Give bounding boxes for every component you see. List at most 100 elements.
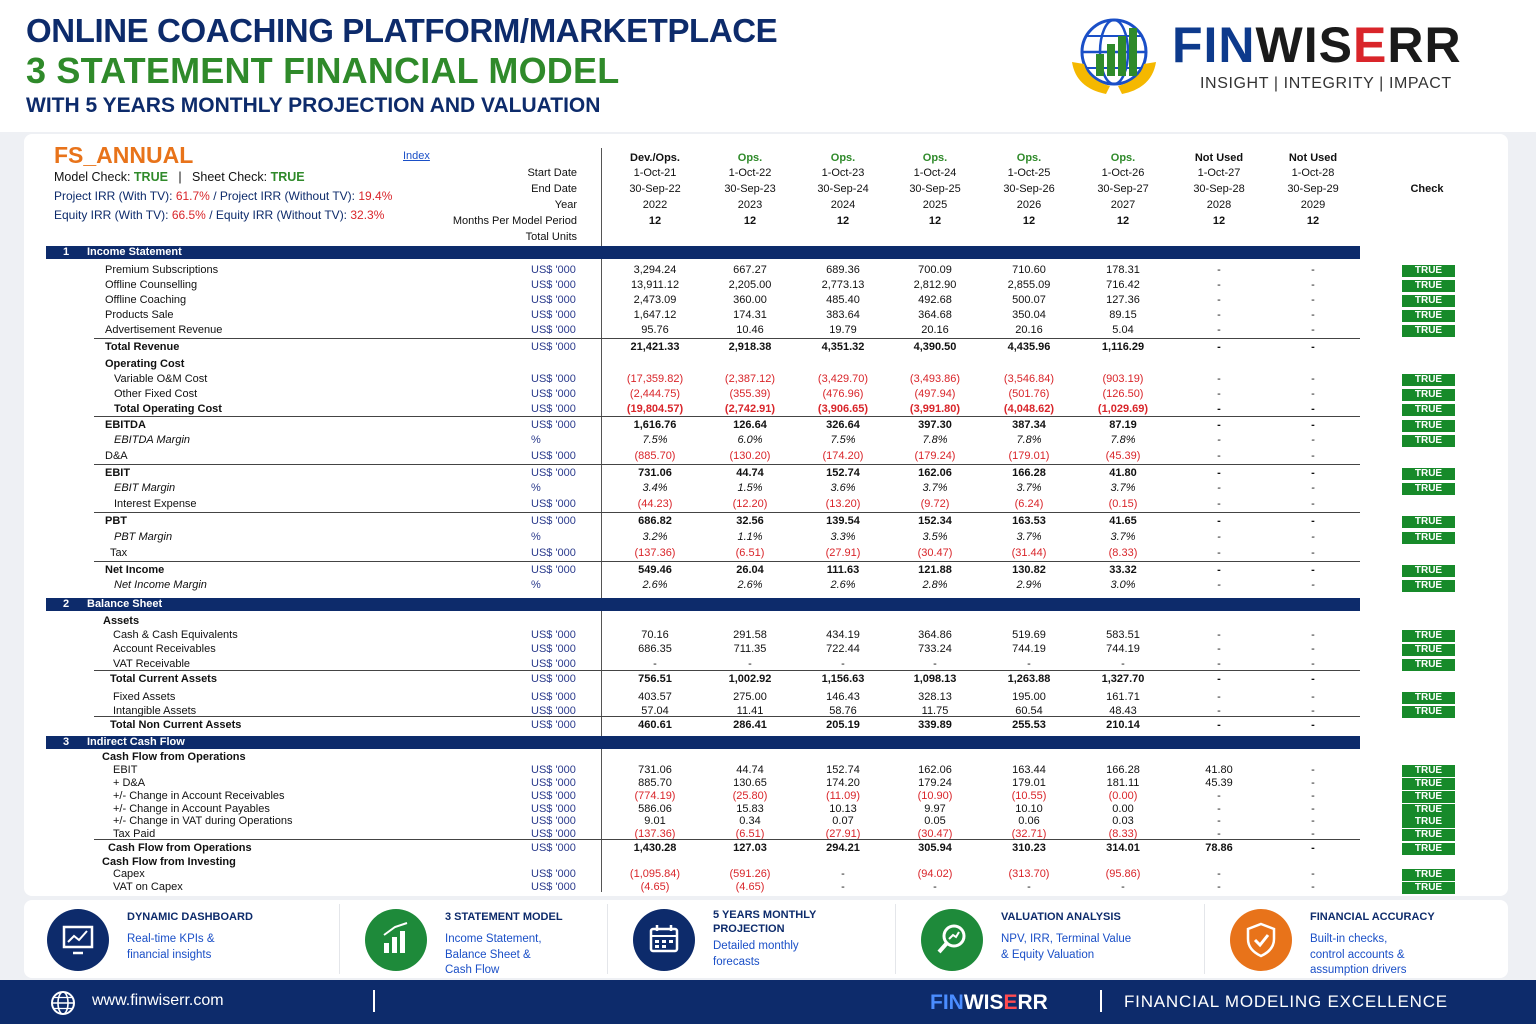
- fs-annual-sheet: FS_ANNUAL Index Model Check: TRUE | Shee…: [24, 134, 1508, 896]
- months-label: Months Per Model Period: [452, 215, 577, 227]
- feature-title: 5 YEARS MONTHLY: [713, 909, 817, 921]
- column-status: Not Used: [1194, 152, 1244, 164]
- section-bar: 2 Balance Sheet: [46, 598, 1360, 611]
- row-value: 686.82: [638, 515, 672, 527]
- row-value: 2,918.38: [728, 341, 772, 353]
- row-value: (8.33): [1108, 828, 1138, 840]
- row-value: -: [1311, 531, 1315, 543]
- sheet-check-value: TRUE: [270, 170, 305, 184]
- row-value: 1,647.12: [633, 309, 677, 321]
- row-value: (476.96): [822, 388, 864, 400]
- feature-description: Built-in checks,: [1310, 933, 1388, 945]
- row-label: Premium Subscriptions: [105, 264, 219, 276]
- row-value: 152.34: [918, 515, 952, 527]
- row-unit: US$ '000: [531, 467, 576, 479]
- feature-description: Cash Flow: [445, 964, 500, 976]
- row-value: -: [1217, 450, 1221, 462]
- check-true-badge: TRUE: [1402, 804, 1455, 816]
- row-value: -: [933, 881, 937, 893]
- row-value: 95.76: [641, 324, 669, 336]
- feature-card: DYNAMIC DASHBOARD Real-time KPIs & financi…: [47, 900, 337, 978]
- column-end: 30-Sep-26: [1003, 183, 1055, 195]
- end-date-label: End Date: [531, 183, 577, 195]
- row-value: -: [1311, 279, 1315, 291]
- row-value: -: [1311, 658, 1315, 670]
- section-number: 1: [63, 246, 70, 258]
- row-unit: US$ '000: [531, 658, 576, 670]
- column-status: Ops.: [1110, 152, 1136, 164]
- row-value: 11.41: [736, 705, 764, 717]
- row-value: -: [1217, 705, 1221, 717]
- row-value: 397.30: [918, 419, 952, 431]
- check-true-badge: TRUE: [1402, 692, 1455, 704]
- row-label: Offline Coaching: [105, 294, 187, 306]
- row-label: Variable O&M Cost: [114, 373, 208, 385]
- row-value: 195.00: [1012, 691, 1046, 703]
- row-value: 2.9%: [1016, 579, 1042, 591]
- column-months: 12: [1212, 215, 1226, 227]
- row-value: -: [1217, 279, 1221, 291]
- row-value: -: [1217, 341, 1221, 353]
- row-separator: [94, 716, 1360, 717]
- row-value: 387.34: [1012, 419, 1046, 431]
- model-check-value: TRUE: [133, 170, 168, 184]
- section-number: 2: [63, 598, 70, 610]
- row-value: -: [1311, 434, 1315, 446]
- row-value: 733.24: [918, 643, 952, 655]
- row-unit: US$ '000: [531, 673, 576, 685]
- row-value: 7.8%: [1110, 434, 1136, 446]
- row-label: +/- Change in Account Receivables: [113, 790, 285, 802]
- row-value: -: [1311, 643, 1315, 655]
- row-value: -: [1311, 264, 1315, 276]
- globe-icon: [51, 991, 75, 1015]
- row-value: 1,002.92: [728, 673, 772, 685]
- row-value: 162.06: [918, 764, 952, 776]
- row-value: 152.74: [826, 467, 860, 479]
- row-label: Account Receivables: [113, 643, 216, 655]
- row-value: 48.43: [1109, 705, 1137, 717]
- check-true-badge: TRUE: [1402, 816, 1455, 828]
- row-value: 1,430.28: [633, 842, 677, 854]
- check-true-badge: TRUE: [1402, 435, 1455, 447]
- row-value: 3.6%: [830, 482, 856, 494]
- feature-description: Income Statement,: [445, 933, 542, 945]
- row-value: 1,116.29: [1101, 341, 1145, 353]
- row-value: 2.8%: [922, 579, 948, 591]
- check-true-badge: TRUE: [1402, 295, 1455, 307]
- row-unit: US$ '000: [531, 815, 576, 827]
- website-link[interactable]: www.finwiserr.com: [92, 992, 224, 1009]
- row-label: + D&A: [113, 777, 146, 789]
- model-check-line: Model Check: TRUE | Sheet Check: TRUE: [54, 170, 305, 184]
- row-value: 314.01: [1106, 842, 1140, 854]
- row-value: -: [1311, 403, 1315, 415]
- column-year: 2029: [1300, 199, 1326, 211]
- row-value: -: [1311, 579, 1315, 591]
- row-value: 58.76: [829, 705, 857, 717]
- row-value: 10.10: [1015, 803, 1043, 815]
- row-value: 1,616.76: [633, 419, 677, 431]
- column-year: 2027: [1110, 199, 1136, 211]
- page-header: ONLINE COACHING PLATFORM/MARKETPLACE 3 S…: [0, 0, 1536, 132]
- row-label: Cash Flow from Investing: [102, 856, 236, 868]
- row-value: 41.80: [1205, 764, 1233, 776]
- row-value: 45.39: [1205, 777, 1233, 789]
- row-value: 3.3%: [830, 531, 856, 543]
- row-label: EBITDA: [105, 419, 146, 431]
- row-value: 174.31: [733, 309, 767, 321]
- row-value: 60.54: [1015, 705, 1043, 717]
- row-value: (9.72): [920, 498, 950, 510]
- row-label: Cash Flow from Operations: [102, 751, 246, 763]
- row-value: 2,812.90: [913, 279, 957, 291]
- column-months: 12: [1116, 215, 1130, 227]
- column-months: 12: [836, 215, 850, 227]
- row-label: Other Fixed Cost: [114, 388, 198, 400]
- row-value: 0.03: [1112, 815, 1134, 827]
- row-value: -: [1217, 803, 1221, 815]
- row-value: (0.15): [1108, 498, 1138, 510]
- row-unit: US$ '000: [531, 341, 576, 353]
- feature-description: NPV, IRR, Terminal Value: [1001, 933, 1132, 945]
- column-start: 1-Oct-21: [633, 167, 677, 179]
- index-link[interactable]: Index: [403, 150, 430, 162]
- row-value: 0.06: [1018, 815, 1040, 827]
- row-label: Assets: [103, 615, 140, 627]
